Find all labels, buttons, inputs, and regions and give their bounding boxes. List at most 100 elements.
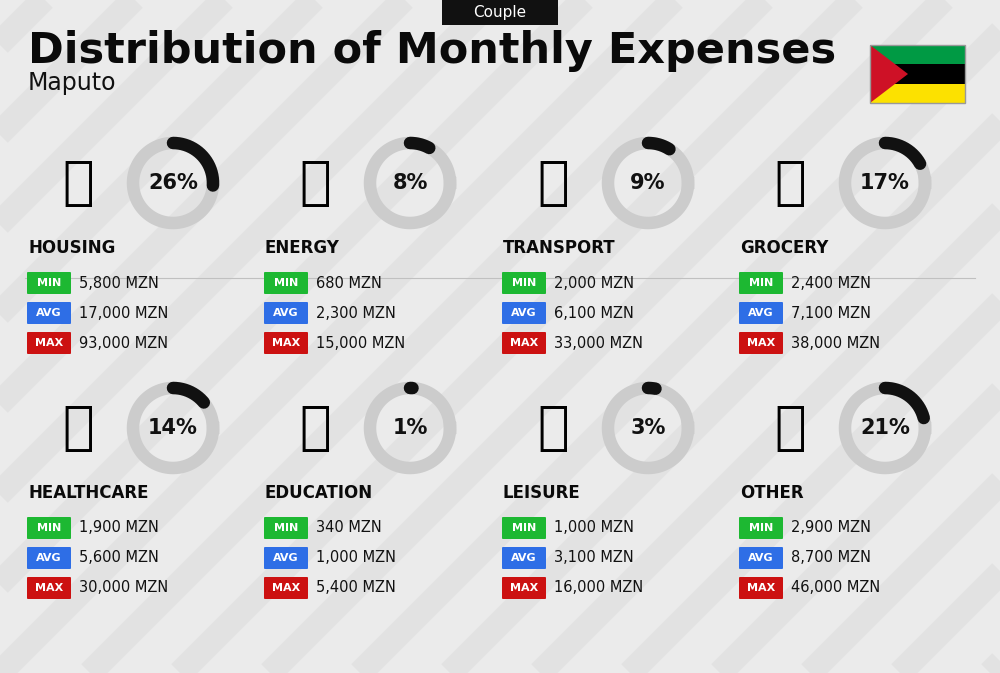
Text: MIN: MIN [512, 523, 536, 533]
Text: MIN: MIN [512, 278, 536, 288]
Text: 5,600 MZN: 5,600 MZN [79, 551, 159, 565]
FancyBboxPatch shape [27, 517, 71, 539]
FancyBboxPatch shape [264, 332, 308, 354]
Text: 33,000 MZN: 33,000 MZN [554, 336, 643, 351]
Text: 93,000 MZN: 93,000 MZN [79, 336, 168, 351]
Text: 46,000 MZN: 46,000 MZN [791, 581, 880, 596]
Text: MIN: MIN [37, 523, 61, 533]
Text: 5,400 MZN: 5,400 MZN [316, 581, 396, 596]
Text: 1%: 1% [392, 418, 428, 438]
Text: 6,100 MZN: 6,100 MZN [554, 306, 634, 320]
Text: MAX: MAX [272, 338, 300, 348]
FancyBboxPatch shape [870, 83, 965, 103]
Text: AVG: AVG [273, 553, 299, 563]
Text: MIN: MIN [749, 278, 773, 288]
Text: MAX: MAX [35, 338, 63, 348]
Text: 💰: 💰 [774, 402, 806, 454]
Text: 🎓: 🎓 [299, 402, 331, 454]
Text: 8%: 8% [392, 173, 428, 193]
Text: MAX: MAX [35, 583, 63, 593]
Text: 680 MZN: 680 MZN [316, 275, 382, 291]
Text: 14%: 14% [148, 418, 198, 438]
Text: 1,900 MZN: 1,900 MZN [79, 520, 159, 536]
Text: MIN: MIN [274, 523, 298, 533]
Text: MIN: MIN [274, 278, 298, 288]
FancyBboxPatch shape [870, 65, 965, 83]
Text: 💓: 💓 [62, 402, 94, 454]
Text: 340 MZN: 340 MZN [316, 520, 382, 536]
Text: MAX: MAX [747, 583, 775, 593]
Text: 17,000 MZN: 17,000 MZN [79, 306, 168, 320]
FancyBboxPatch shape [502, 302, 546, 324]
Text: AVG: AVG [511, 553, 537, 563]
FancyBboxPatch shape [739, 517, 783, 539]
Text: EDUCATION: EDUCATION [265, 484, 373, 502]
Text: AVG: AVG [511, 308, 537, 318]
Text: 38,000 MZN: 38,000 MZN [791, 336, 880, 351]
Text: MAX: MAX [747, 338, 775, 348]
FancyBboxPatch shape [27, 272, 71, 294]
Text: 21%: 21% [860, 418, 910, 438]
Text: 🛒: 🛒 [774, 157, 806, 209]
FancyBboxPatch shape [870, 45, 965, 65]
FancyBboxPatch shape [264, 272, 308, 294]
FancyBboxPatch shape [502, 272, 546, 294]
Text: 8,700 MZN: 8,700 MZN [791, 551, 871, 565]
Text: 3%: 3% [630, 418, 666, 438]
Text: 3,100 MZN: 3,100 MZN [554, 551, 634, 565]
Text: 💡: 💡 [299, 157, 331, 209]
Text: 15,000 MZN: 15,000 MZN [316, 336, 405, 351]
Text: Couple: Couple [473, 5, 527, 20]
FancyBboxPatch shape [739, 547, 783, 569]
Text: MIN: MIN [749, 523, 773, 533]
Text: TRANSPORT: TRANSPORT [503, 239, 616, 257]
Text: ENERGY: ENERGY [265, 239, 340, 257]
Text: OTHER: OTHER [740, 484, 804, 502]
Text: 2,900 MZN: 2,900 MZN [791, 520, 871, 536]
Text: Maputo: Maputo [28, 71, 116, 95]
FancyBboxPatch shape [502, 332, 546, 354]
Text: MIN: MIN [37, 278, 61, 288]
Text: 9%: 9% [630, 173, 666, 193]
FancyBboxPatch shape [502, 577, 546, 599]
FancyBboxPatch shape [739, 577, 783, 599]
Text: AVG: AVG [36, 308, 62, 318]
FancyBboxPatch shape [264, 517, 308, 539]
Text: 🛍: 🛍 [537, 402, 569, 454]
Text: Distribution of Monthly Expenses: Distribution of Monthly Expenses [28, 30, 836, 72]
Text: AVG: AVG [273, 308, 299, 318]
FancyBboxPatch shape [739, 302, 783, 324]
Text: MAX: MAX [510, 583, 538, 593]
Text: GROCERY: GROCERY [740, 239, 828, 257]
FancyBboxPatch shape [739, 272, 783, 294]
Text: 16,000 MZN: 16,000 MZN [554, 581, 643, 596]
Text: 5,800 MZN: 5,800 MZN [79, 275, 159, 291]
Text: 1,000 MZN: 1,000 MZN [554, 520, 634, 536]
Text: 2,000 MZN: 2,000 MZN [554, 275, 634, 291]
FancyBboxPatch shape [27, 547, 71, 569]
FancyBboxPatch shape [502, 517, 546, 539]
Text: 1,000 MZN: 1,000 MZN [316, 551, 396, 565]
FancyBboxPatch shape [27, 332, 71, 354]
Text: 17%: 17% [860, 173, 910, 193]
FancyBboxPatch shape [27, 577, 71, 599]
FancyBboxPatch shape [264, 577, 308, 599]
Text: AVG: AVG [748, 308, 774, 318]
Text: 30,000 MZN: 30,000 MZN [79, 581, 168, 596]
Text: LEISURE: LEISURE [503, 484, 581, 502]
FancyBboxPatch shape [442, 0, 558, 25]
FancyBboxPatch shape [502, 547, 546, 569]
Text: 2,400 MZN: 2,400 MZN [791, 275, 871, 291]
FancyBboxPatch shape [264, 547, 308, 569]
Text: MAX: MAX [272, 583, 300, 593]
FancyBboxPatch shape [27, 302, 71, 324]
Text: MAX: MAX [510, 338, 538, 348]
Text: 🏢: 🏢 [62, 157, 94, 209]
Text: HEALTHCARE: HEALTHCARE [28, 484, 148, 502]
Text: AVG: AVG [36, 553, 62, 563]
Text: 2,300 MZN: 2,300 MZN [316, 306, 396, 320]
FancyBboxPatch shape [739, 332, 783, 354]
Polygon shape [870, 45, 908, 103]
Text: 7,100 MZN: 7,100 MZN [791, 306, 871, 320]
Text: 26%: 26% [148, 173, 198, 193]
